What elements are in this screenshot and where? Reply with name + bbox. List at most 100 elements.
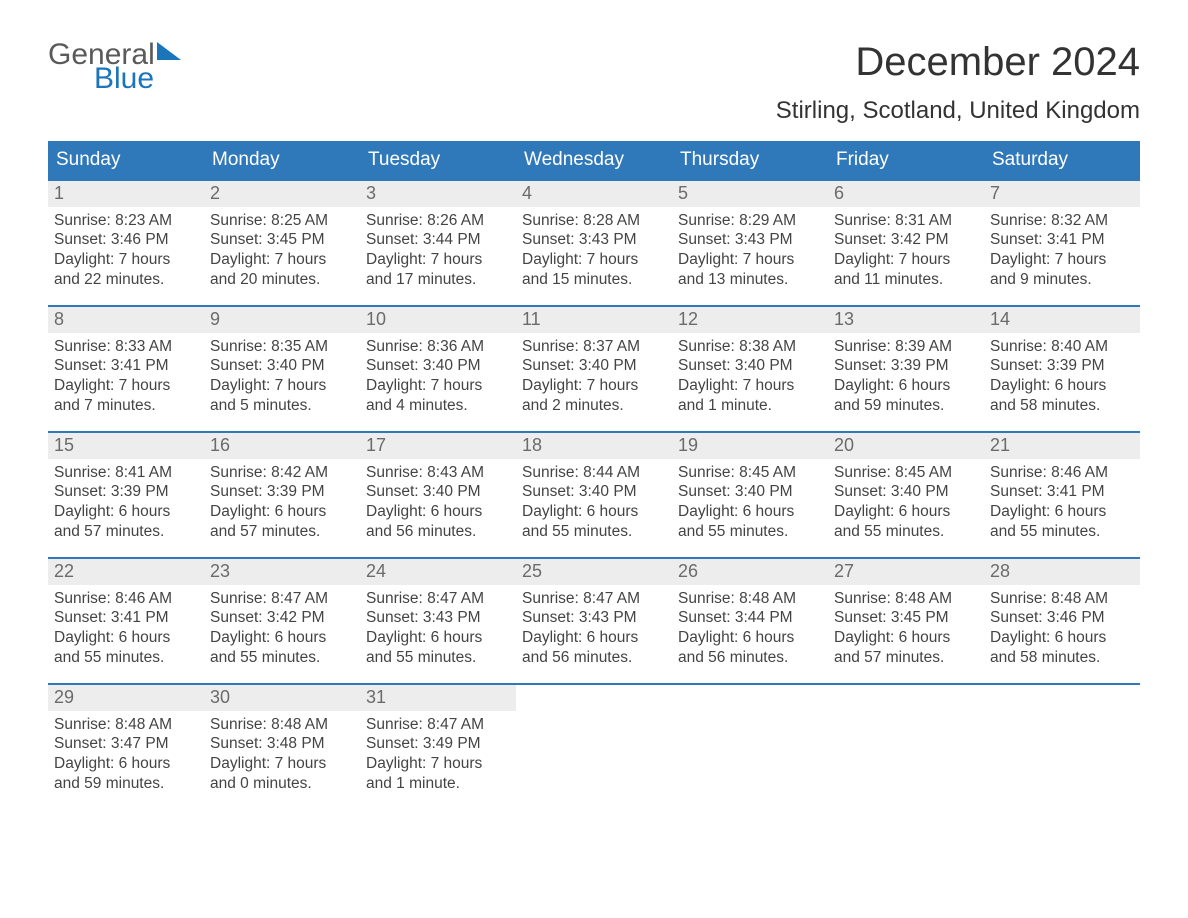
day-sunset: Sunset: 3:39 PM [210,482,354,502]
day-sunset: Sunset: 3:42 PM [210,608,354,628]
day-cell: 15Sunrise: 8:41 AMSunset: 3:39 PMDayligh… [48,433,204,557]
day-sunrise: Sunrise: 8:31 AM [834,211,978,231]
day-day2: and 55 minutes. [834,522,978,542]
day-day2: and 1 minute. [366,774,510,794]
day-body: Sunrise: 8:26 AMSunset: 3:44 PMDaylight:… [360,207,516,302]
day-sunset: Sunset: 3:40 PM [366,356,510,376]
day-sunset: Sunset: 3:41 PM [990,230,1134,250]
day-body: Sunrise: 8:48 AMSunset: 3:48 PMDaylight:… [204,711,360,806]
day-number: 1 [48,181,204,207]
day-day1: Daylight: 6 hours [834,628,978,648]
day-number: 29 [48,685,204,711]
day-day1: Daylight: 6 hours [990,628,1134,648]
day-cell: 4 Sunrise: 8:28 AMSunset: 3:43 PMDaylight… [516,181,672,305]
day-day2: and 59 minutes. [54,774,198,794]
day-number: 31 [360,685,516,711]
day-number: 27 [828,559,984,585]
day-day2: and 2 minutes. [522,396,666,416]
day-cell: 19Sunrise: 8:45 AMSunset: 3:40 PMDayligh… [672,433,828,557]
day-day1: Daylight: 7 hours [54,376,198,396]
day-sunrise: Sunrise: 8:46 AM [990,463,1134,483]
day-sunrise: Sunrise: 8:37 AM [522,337,666,357]
day-day1: Daylight: 6 hours [210,502,354,522]
day-sunrise: Sunrise: 8:45 AM [834,463,978,483]
day-number: 3 [360,181,516,207]
day-cell: 10Sunrise: 8:36 AMSunset: 3:40 PMDayligh… [360,307,516,431]
day-body: Sunrise: 8:31 AMSunset: 3:42 PMDaylight:… [828,207,984,302]
day-day2: and 17 minutes. [366,270,510,290]
day-sunrise: Sunrise: 8:48 AM [210,715,354,735]
day-number: 22 [48,559,204,585]
day-sunset: Sunset: 3:46 PM [990,608,1134,628]
header: General Blue December 2024 Stirling, Sco… [48,40,1140,135]
day-day2: and 5 minutes. [210,396,354,416]
day-body: Sunrise: 8:47 AMSunset: 3:42 PMDaylight:… [204,585,360,680]
day-day2: and 56 minutes. [678,648,822,668]
day-body: Sunrise: 8:38 AMSunset: 3:40 PMDaylight:… [672,333,828,428]
dow-tuesday: Tuesday [360,141,516,179]
day-number: 16 [204,433,360,459]
day-cell: 31Sunrise: 8:47 AMSunset: 3:49 PMDayligh… [360,685,516,809]
day-day2: and 57 minutes. [54,522,198,542]
day-cell [672,685,828,809]
day-cell: 8Sunrise: 8:33 AMSunset: 3:41 PMDaylight… [48,307,204,431]
week-row: 1Sunrise: 8:23 AMSunset: 3:46 PMDaylight… [48,179,1140,305]
day-day1: Daylight: 7 hours [210,250,354,270]
day-day2: and 59 minutes. [834,396,978,416]
day-body: Sunrise: 8:29 AMSunset: 3:43 PMDaylight:… [672,207,828,302]
day-day1: Daylight: 6 hours [210,628,354,648]
day-cell: 25Sunrise: 8:47 AMSunset: 3:43 PMDayligh… [516,559,672,683]
day-body: Sunrise: 8:25 AMSunset: 3:45 PMDaylight:… [204,207,360,302]
day-sunrise: Sunrise: 8:35 AM [210,337,354,357]
day-day1: Daylight: 7 hours [366,754,510,774]
day-body: Sunrise: 8:48 AMSunset: 3:45 PMDaylight:… [828,585,984,680]
day-day1: Daylight: 6 hours [990,376,1134,396]
day-day1: Daylight: 7 hours [678,376,822,396]
day-body: Sunrise: 8:47 AMSunset: 3:43 PMDaylight:… [516,585,672,680]
day-cell: 7Sunrise: 8:32 AMSunset: 3:41 PMDaylight… [984,181,1140,305]
day-sunrise: Sunrise: 8:33 AM [54,337,198,357]
day-cell: 1Sunrise: 8:23 AMSunset: 3:46 PMDaylight… [48,181,204,305]
dow-sunday: Sunday [48,141,204,179]
day-day1: Daylight: 7 hours [990,250,1134,270]
day-day1: Daylight: 7 hours [366,376,510,396]
day-cell: 13Sunrise: 8:39 AMSunset: 3:39 PMDayligh… [828,307,984,431]
week-row: 29Sunrise: 8:48 AMSunset: 3:47 PMDayligh… [48,683,1140,809]
day-day2: and 0 minutes. [210,774,354,794]
day-day1: Daylight: 7 hours [678,250,822,270]
day-day1: Daylight: 6 hours [834,502,978,522]
day-day1: Daylight: 7 hours [54,250,198,270]
day-number [828,685,984,689]
day-day2: and 58 minutes. [990,396,1134,416]
day-sunset: Sunset: 3:49 PM [366,734,510,754]
day-sunrise: Sunrise: 8:28 AM [522,211,666,231]
day-day1: Daylight: 7 hours [522,376,666,396]
day-body: Sunrise: 8:35 AMSunset: 3:40 PMDaylight:… [204,333,360,428]
day-body: Sunrise: 8:33 AMSunset: 3:41 PMDaylight:… [48,333,204,428]
day-day1: Daylight: 6 hours [522,628,666,648]
day-number: 12 [672,307,828,333]
day-cell: 20Sunrise: 8:45 AMSunset: 3:40 PMDayligh… [828,433,984,557]
day-day2: and 55 minutes. [990,522,1134,542]
day-day1: Daylight: 6 hours [678,502,822,522]
day-number: 30 [204,685,360,711]
day-day1: Daylight: 6 hours [54,754,198,774]
day-day1: Daylight: 6 hours [522,502,666,522]
day-number: 4 [516,181,672,207]
day-cell [984,685,1140,809]
day-sunset: Sunset: 3:43 PM [522,608,666,628]
day-sunset: Sunset: 3:43 PM [678,230,822,250]
day-number: 23 [204,559,360,585]
day-sunset: Sunset: 3:43 PM [522,230,666,250]
page-title: December 2024 [776,40,1140,85]
day-body: Sunrise: 8:47 AMSunset: 3:49 PMDaylight:… [360,711,516,806]
day-sunset: Sunset: 3:45 PM [834,608,978,628]
day-day2: and 22 minutes. [54,270,198,290]
day-body: Sunrise: 8:48 AMSunset: 3:44 PMDaylight:… [672,585,828,680]
day-body: Sunrise: 8:45 AMSunset: 3:40 PMDaylight:… [672,459,828,554]
day-day1: Daylight: 7 hours [522,250,666,270]
day-sunset: Sunset: 3:39 PM [54,482,198,502]
day-day1: Daylight: 6 hours [834,376,978,396]
day-sunset: Sunset: 3:46 PM [54,230,198,250]
day-sunrise: Sunrise: 8:43 AM [366,463,510,483]
